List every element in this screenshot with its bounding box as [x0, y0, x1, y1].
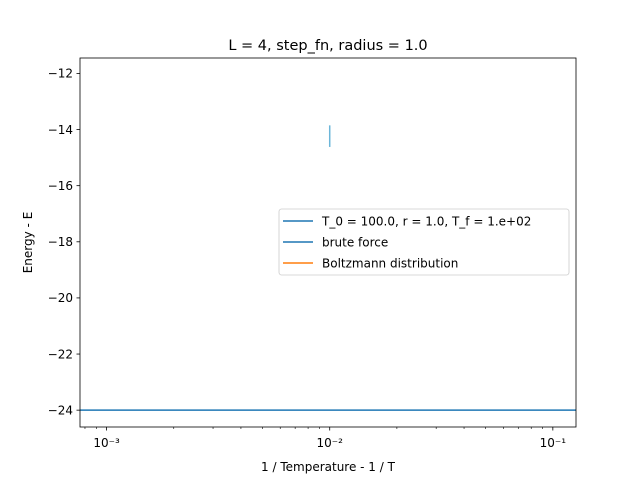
x-tick-label: 10⁻³	[93, 436, 120, 450]
y-tick-label: −20	[48, 291, 73, 305]
y-tick-label: −16	[48, 179, 73, 193]
y-tick-label: −14	[48, 123, 73, 137]
legend-box	[278, 208, 570, 276]
y-tick-label: −22	[48, 347, 73, 361]
chart-title: L = 4, step_fn, radius = 1.0	[228, 38, 427, 54]
legend-entry-label: T_0 = 100.0, r = 1.0, T_f = 1.e+02	[321, 214, 531, 228]
x-tick-label: 10⁻¹	[540, 436, 567, 450]
x-axis-title: 1 / Temperature - 1 / T	[261, 460, 396, 474]
y-tick-label: −12	[48, 67, 73, 81]
y-tick-label: −24	[48, 403, 73, 417]
legend-entry-label: Boltzmann distribution	[322, 256, 458, 270]
legend-entry-label: brute force	[322, 235, 388, 249]
y-axis-title: Energy - E	[21, 212, 35, 274]
plot-frame	[79, 57, 577, 428]
y-tick-label: −18	[48, 235, 73, 249]
x-tick-label: 10⁻²	[317, 436, 344, 450]
